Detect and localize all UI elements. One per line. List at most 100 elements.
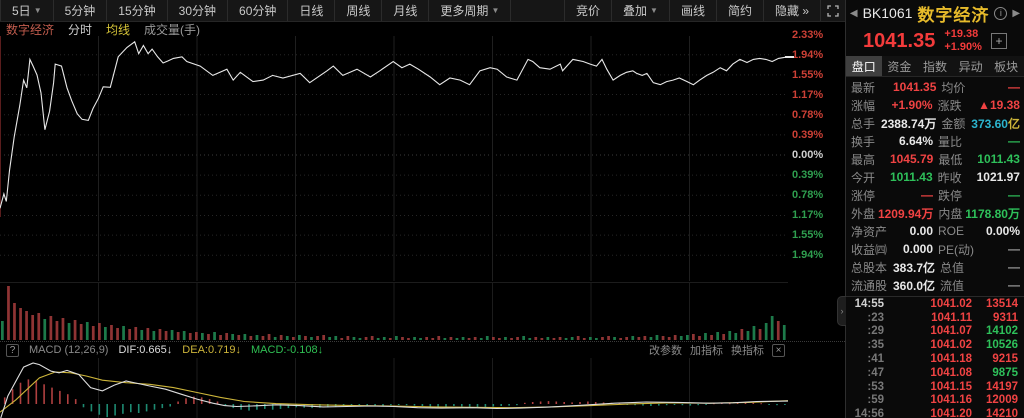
trade-row[interactable]: :29 1041.07 14102: [846, 325, 1024, 339]
macd-histogram-bar: [429, 404, 432, 407]
tab-资金[interactable]: 资金: [887, 59, 912, 74]
trade-tick-list[interactable]: 14:55 1041.02 13514:23 1041.11 9311:29 1041.0…: [846, 296, 1024, 418]
macd-chart[interactable]: [0, 358, 788, 418]
volume-bar: [455, 338, 459, 340]
field-label: 收益㈣: [851, 242, 888, 257]
trade-time: :35: [867, 339, 884, 352]
quote-row: 净资产 0.00 ROE 0.00%: [846, 222, 1024, 240]
macd-histogram-bar: [453, 404, 455, 406]
macd-histogram-bar: [531, 402, 534, 404]
toolbar-button-label: 日线: [299, 4, 324, 18]
next-stock-arrow-icon[interactable]: ▶: [1012, 7, 1021, 19]
macd-histogram-bar: [421, 404, 424, 406]
toolbar-button-5分钟[interactable]: 5分钟: [54, 0, 108, 21]
volume-bar: [176, 332, 180, 340]
dif-line: [0, 362, 788, 418]
trade-row[interactable]: 14:56 1041.20 14210: [846, 407, 1024, 418]
close-indicator-icon[interactable]: ×: [772, 343, 785, 357]
field-value: 1041.35: [893, 80, 937, 94]
toolbar-button-周线[interactable]: 周线: [335, 0, 383, 21]
help-icon[interactable]: ?: [6, 343, 19, 357]
axis-label: 0.39%: [792, 169, 824, 182]
trade-price: 1041.02: [930, 297, 972, 310]
trade-row[interactable]: :23 1041.11 9311: [846, 311, 1024, 325]
macd-histogram-bar: [461, 404, 463, 407]
quote-row: 最高 1045.79 最低 1011.43: [846, 150, 1024, 168]
volume-chart[interactable]: [0, 282, 788, 340]
field-label: 净资产: [851, 224, 888, 239]
trade-row[interactable]: :53 1041.15 14197: [846, 380, 1024, 394]
toolbar-button-隐藏 »[interactable]: 隐藏 »: [764, 0, 821, 21]
prev-stock-arrow-icon[interactable]: ◀: [849, 7, 858, 19]
volume-bar: [625, 337, 629, 340]
add-to-watchlist-button[interactable]: +: [990, 33, 1007, 49]
trade-volume: 12009: [986, 394, 1018, 407]
field-value: 373.60亿: [971, 116, 1020, 131]
toolbar-button-叠加[interactable]: 叠加 ▼: [612, 0, 670, 21]
trade-row[interactable]: :35 1041.02 10526: [846, 338, 1024, 352]
volume-bar: [49, 316, 53, 340]
axis-label: 1.17%: [792, 88, 824, 101]
macd-histogram-bar: [571, 402, 573, 404]
toolbar-button-label: 5日: [12, 4, 31, 18]
trade-row[interactable]: :41 1041.18 9215: [846, 352, 1024, 366]
tab-异动[interactable]: 异动: [958, 59, 983, 74]
indicator-action-改参数[interactable]: 改参数: [649, 345, 682, 357]
indicator-action-加指标[interactable]: 加指标: [690, 345, 723, 357]
volume-bar: [91, 326, 95, 340]
toolbar-button-月线[interactable]: 月线: [382, 0, 430, 21]
macd-histogram-bar: [555, 401, 558, 404]
toolbar-button-label: 叠加: [623, 4, 648, 18]
trade-price: 1041.16: [930, 394, 972, 407]
ma-toggle-label[interactable]: 均线: [106, 23, 131, 37]
toolbar-button-竞价[interactable]: 竞价: [564, 0, 613, 21]
panel-collapse-handle[interactable]: ›: [837, 296, 846, 326]
toolbar-button-画线[interactable]: 画线: [670, 0, 717, 21]
volume-bar: [667, 337, 671, 340]
toolbar-button-日线[interactable]: 日线: [288, 0, 336, 21]
volume-bar: [316, 336, 319, 340]
volume-bar: [1, 321, 4, 340]
mode-intraday-label[interactable]: 分时: [68, 23, 93, 37]
intraday-price-chart[interactable]: [0, 36, 788, 281]
volume-bar: [498, 338, 501, 340]
field-value: —: [1008, 278, 1020, 292]
macd-histogram-bar: [319, 404, 321, 408]
tab-板块[interactable]: 板块: [994, 59, 1019, 74]
indicator-action-换指标[interactable]: 换指标: [731, 345, 764, 357]
toolbar-button-5日[interactable]: 5日 ▼: [0, 0, 54, 21]
macd-histogram-bar: [11, 389, 14, 404]
volume-bar: [146, 328, 150, 340]
chart-legend: 数字经济 分时 均线 成交量(手): [6, 22, 200, 37]
quote-row: 涨幅 +1.90% 涨跌 ▲19.38: [846, 96, 1024, 114]
macd-histogram-bar: [256, 404, 258, 410]
macd-histogram-bar: [476, 404, 479, 408]
macd-params-label[interactable]: MACD (12,26,9): [29, 344, 109, 356]
volume-bar: [164, 331, 168, 340]
trade-row[interactable]: 14:55 1041.02 13514: [846, 297, 1024, 311]
trade-volume: 14102: [986, 325, 1018, 338]
toolbar-button-15分钟[interactable]: 15分钟: [107, 0, 168, 21]
volume-bar: [686, 335, 689, 340]
volume-bar: [401, 337, 404, 340]
tab-盘口[interactable]: 盘口: [846, 56, 882, 76]
trade-row[interactable]: :47 1041.08 9875: [846, 366, 1024, 380]
toolbar-button-简约[interactable]: 简约: [717, 0, 764, 21]
quote-row: 总股本 383.7亿 总值 —: [846, 258, 1024, 276]
volume-bar: [504, 337, 507, 340]
volume-toggle-label[interactable]: 成交量(手): [144, 23, 201, 37]
macd-histogram-bar: [681, 404, 684, 406]
trade-row[interactable]: :59 1041.16 12009: [846, 394, 1024, 408]
macd-histogram-bar: [130, 404, 132, 413]
toolbar-button-60分钟[interactable]: 60分钟: [228, 0, 289, 21]
tab-指数[interactable]: 指数: [922, 59, 947, 74]
volume-bar: [213, 332, 216, 340]
trade-time: :59: [867, 394, 884, 407]
toolbar-button-30分钟[interactable]: 30分钟: [168, 0, 229, 21]
volume-bar: [661, 336, 665, 340]
macd-value: MACD:-0.108↓: [251, 344, 324, 356]
fullscreen-button[interactable]: [821, 0, 845, 21]
toolbar-button-更多周期[interactable]: 更多周期 ▼: [429, 0, 512, 21]
volume-bar: [679, 336, 683, 340]
info-icon[interactable]: i: [994, 6, 1008, 20]
